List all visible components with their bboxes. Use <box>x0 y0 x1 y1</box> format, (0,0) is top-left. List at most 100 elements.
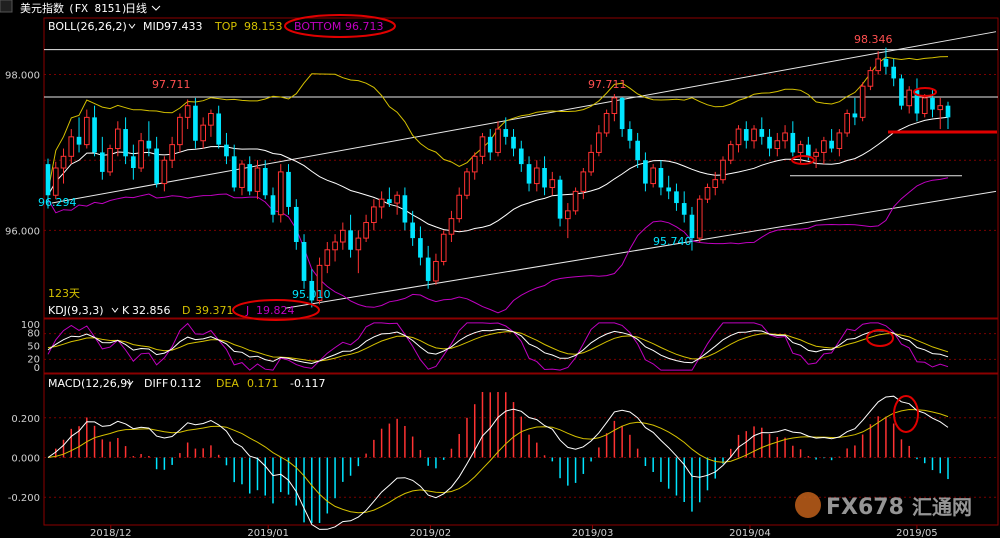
candle-body-up <box>797 144 804 153</box>
candle-body-down <box>666 187 672 192</box>
candle-body-down <box>806 144 811 157</box>
candle-body-up <box>533 167 540 185</box>
candle-body-up <box>844 112 850 134</box>
chevron-down-icon[interactable] <box>126 380 134 386</box>
candle-body-up <box>184 105 191 118</box>
candle-body-up <box>565 210 571 220</box>
candle-body-down <box>231 156 237 188</box>
kdj-tick-label: 20 <box>27 354 40 365</box>
price-pane-frame <box>43 17 999 319</box>
kdj-legend: KDJ(9,3,3) K 32.856 D 39.371 J 19.824 <box>48 299 320 321</box>
candle-body-up <box>394 194 400 204</box>
boll-bottom-label: BOTTOM <box>294 20 341 33</box>
candle-body-down <box>410 222 415 239</box>
candle-body-up <box>355 237 362 251</box>
candle-body-up <box>464 171 470 196</box>
candle-body-up <box>906 89 913 107</box>
boll-bottom-value: 96.713 <box>345 20 384 33</box>
red-markup <box>791 87 997 433</box>
kdj-j-value: 19.824 <box>256 304 295 317</box>
highlight-oval <box>232 299 320 321</box>
candle-body-up <box>650 167 657 185</box>
candle-body-up <box>704 186 711 200</box>
candle-body-down <box>511 136 516 149</box>
boll-mid-value: 97.433 <box>164 20 203 33</box>
candle-body-up <box>937 105 944 111</box>
kdj-tick-label: 100 <box>21 320 40 331</box>
kdj-j-line <box>47 322 949 371</box>
candle-body-up <box>774 140 781 150</box>
candle-body-down <box>503 129 509 137</box>
candle-body-up <box>254 167 261 192</box>
candle-body-down <box>635 140 640 161</box>
candle-body-down <box>309 280 315 301</box>
candle-body-down <box>286 171 291 207</box>
candle-body-down <box>643 160 648 184</box>
window-menu-icon[interactable] <box>0 0 13 13</box>
candle-body-up <box>782 132 788 142</box>
candle-body-up <box>115 128 121 150</box>
period-selector[interactable]: 日线 <box>125 1 147 15</box>
candle-body-up <box>277 171 284 216</box>
candle-body-up <box>161 159 168 185</box>
annotation-97711-right: 97.711 <box>588 78 627 91</box>
candle-body-up <box>821 140 827 153</box>
macd-name[interactable]: MACD(12,26,9) <box>48 377 132 390</box>
channel-lower-line <box>284 190 997 309</box>
candle-body-down <box>301 242 307 281</box>
candle-body-up <box>363 222 369 239</box>
kdj-d-value: 39.371 <box>195 304 234 317</box>
candle-body-up <box>859 85 866 118</box>
chevron-down-icon[interactable] <box>151 5 161 11</box>
candle-body-up <box>107 148 113 173</box>
highlight-oval <box>913 87 937 97</box>
candlesticks[interactable] <box>45 47 951 308</box>
candle-body-up <box>479 136 486 157</box>
candle-body-up <box>580 171 587 192</box>
candle-body-up <box>471 155 478 173</box>
chevron-down-icon[interactable] <box>128 23 136 29</box>
kdj-k-line <box>47 328 949 365</box>
x-axis-labels: 2018/12 2019/01 2019/02 2019/03 2019/04 2019/… <box>90 525 938 538</box>
candle-body-up <box>332 241 338 251</box>
candle-body-up <box>696 198 703 239</box>
x-tick-label: 2019/05 <box>896 528 938 538</box>
watermark-brand: FX678 <box>826 495 904 520</box>
candle-body-down <box>790 132 796 153</box>
annotation-97711-left: 97.711 <box>152 78 191 91</box>
candle-body-down <box>930 97 935 110</box>
chevron-down-icon[interactable] <box>111 307 119 313</box>
kdj-k-value: 32.856 <box>132 304 171 317</box>
x-tick-label: 2019/01 <box>247 528 289 538</box>
price-tick-label: 98.000 <box>5 71 40 82</box>
candle-body-up <box>588 151 594 173</box>
candle-body-down <box>891 66 897 79</box>
candle-body-up <box>596 132 602 153</box>
candle-body-down <box>743 129 749 141</box>
candle-body-down <box>526 164 532 184</box>
kdj-name[interactable]: KDJ(9,3,3) <box>48 304 104 317</box>
candle-body-up <box>169 144 175 161</box>
boll-name[interactable]: BOLL(26,26,2) <box>48 20 127 33</box>
candle-body-down <box>487 136 493 153</box>
header-bar[interactable]: 美元指数 (FX 8151) 日线 <box>0 0 161 15</box>
days-label: 123天 <box>48 287 80 300</box>
annotation-98346: 98.346 <box>854 33 893 46</box>
price-tick-label: 96.000 <box>5 226 40 237</box>
annotation-95740: 95.740 <box>653 235 692 248</box>
candle-body-up <box>239 163 245 188</box>
candle-body-up <box>340 229 346 243</box>
candle-body-up <box>611 97 618 114</box>
candle-body-up <box>751 128 757 142</box>
macd-pane-frame <box>43 373 999 526</box>
candle-body-up <box>875 58 882 72</box>
channel-upper-line <box>51 31 997 204</box>
candle-body-down <box>681 203 687 215</box>
x-tick-label: 2019/02 <box>410 528 452 538</box>
macd-tick-label: 0.200 <box>11 414 40 425</box>
boll-legend: BOLL(26,26,2) MID 97.433 TOP 98.153 BOTT… <box>48 14 396 38</box>
candle-body-up <box>712 179 719 188</box>
candle-body-down <box>542 168 547 188</box>
